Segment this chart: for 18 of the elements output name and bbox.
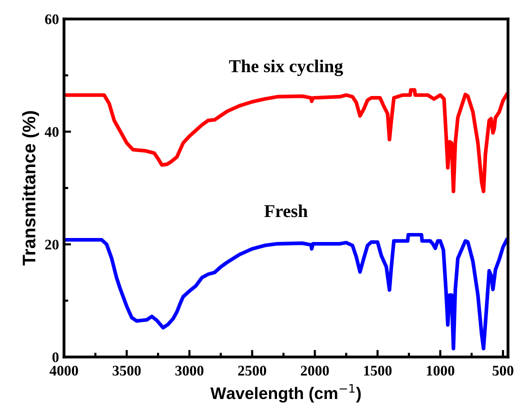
x-tick-label: 1000 [426,366,454,376]
y-axis-title: Transmittance (%) [22,111,39,266]
y-tick-label: 40 [44,127,59,137]
y-tick-label: 20 [45,240,59,250]
y-tick-label: 0 [52,352,59,362]
x-tick-label: 3500 [112,366,141,376]
x-tick-label: 2000 [300,366,329,376]
x-axis-title: Wavelength (cm$^{−1}$) [210,384,361,403]
series-label: The six cycling [229,60,343,76]
x-tick-label: 3000 [175,366,204,376]
x-tick-label: 500 [492,366,514,376]
line-series [64,88,508,194]
series-label: Fresh [264,204,308,218]
x-tick-label: 4000 [50,366,78,376]
x-tick-label: 1500 [364,366,392,376]
x-tick-label: 2500 [238,366,266,376]
y-tick-label: 60 [45,14,59,24]
line-series [64,232,508,350]
